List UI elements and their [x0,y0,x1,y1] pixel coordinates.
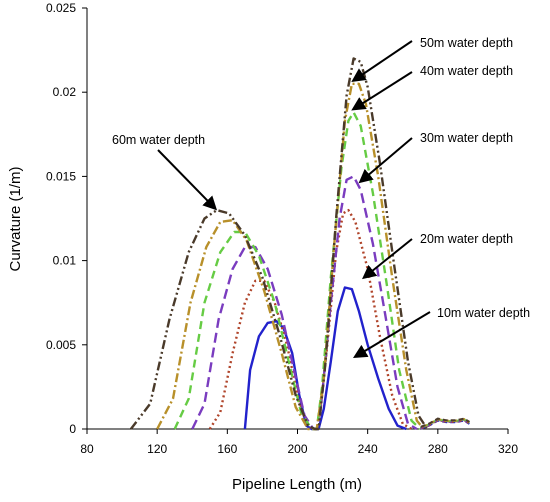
tail-line-6 [419,417,470,428]
annotation-label: 30m water depth [420,131,513,145]
annotation-arrow [358,137,413,184]
y-tick-label: 0.005 [46,338,76,352]
x-tick-label: 280 [428,442,448,456]
x-tick-label: 120 [147,442,167,456]
annotation-arrow [351,40,413,82]
x-tick-label: 80 [80,442,94,456]
data-series [129,57,470,431]
y-tick-label: 0.02 [53,85,77,99]
annotation-arrow [351,71,413,111]
annotation-arrow [157,149,218,211]
series-line-6 [129,57,429,431]
annotation-arrow [362,238,413,280]
annotations: 60m water depth 50m water depth 40m water … [112,36,530,359]
y-tick-label: 0 [69,422,76,436]
annotation-label: 60m water depth [112,133,205,147]
annotation-label: 40m water depth [420,64,513,78]
y-axis-title: Curvature (1/m) [7,166,24,271]
x-tick-label: 240 [358,442,378,456]
x-axis-title: Pipeline Length (m) [232,476,362,493]
x-tick-label: 200 [287,442,307,456]
x-tick-label: 320 [498,442,518,456]
annotation-label: 20m water depth [420,232,513,246]
x-tick-label: 160 [217,442,237,456]
y-tick-label: 0.025 [46,1,76,15]
y-tick-label: 0.015 [46,169,76,183]
annotation-label: 10m water depth [437,306,530,320]
y-tick-label: 0.01 [53,254,77,268]
axis-ticks: 80 120 160 200 240 280 320 0 0.005 0.01 0.015 0.02 0… [46,1,518,456]
annotation-arrow [352,311,431,359]
annotation-label: 50m water depth [420,36,513,50]
